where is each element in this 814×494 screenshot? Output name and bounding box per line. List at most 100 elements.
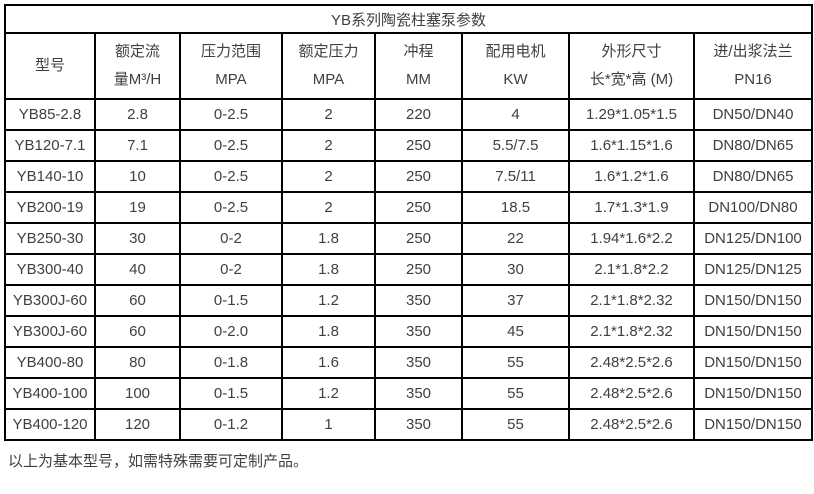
table-cell: 2.1*1.8*2.2: [568, 253, 695, 286]
column-header-8: 进/出浆法兰 PN16: [692, 32, 814, 100]
table-cell: DN80/DN65: [692, 129, 814, 162]
table-cell: DN150/DN150: [692, 377, 814, 410]
column-header-line1: 冲程: [403, 43, 434, 60]
pump-spec-table: YB系列陶瓷柱塞泵参数 型号 额定流 量M³/H 压力范围 MPA 额定压力 MPA 冲程 MM…: [3, 4, 814, 441]
table-cell: DN150/DN150: [692, 408, 814, 441]
table-cell: 22: [461, 222, 570, 255]
table-cell: 37: [461, 284, 570, 317]
table-cell: 0-2.5: [179, 129, 283, 162]
table-row: YB300-40 40 0-2 1.8 250 30 2.1*1.8*2.2 DN125/DN…: [4, 253, 814, 286]
column-header-4: 额定压力 MPA: [281, 32, 376, 100]
column-header-3: 压力范围 MPA: [179, 32, 283, 100]
table-cell: 120: [94, 408, 181, 441]
table-cell: 0-1.8: [179, 346, 283, 379]
table-cell: 60: [94, 284, 181, 317]
table-cell: 350: [374, 346, 463, 379]
table-cell: 350: [374, 315, 463, 348]
table-cell: 2.8: [94, 98, 181, 131]
column-header-line2: 量M³/H: [113, 71, 162, 88]
table-cell: 55: [461, 346, 570, 379]
table-row: YB85-2.8 2.8 0-2.5 2 220 4 1.29*1.05*1.5 DN50/D…: [4, 98, 814, 131]
table-cell: 45: [461, 315, 570, 348]
table-cell: 0-1.2: [179, 408, 283, 441]
table-cell: DN150/DN150: [692, 315, 814, 348]
table-row: YB140-10 10 0-2.5 2 250 7.5/11 1.6*1.2*1.6 DN80…: [4, 160, 814, 193]
table-cell: YB400-120: [4, 408, 96, 441]
table-cell: 2: [281, 160, 376, 193]
table-cell: 100: [94, 377, 181, 410]
table-cell: 1.7*1.3*1.9: [568, 191, 695, 224]
table-cell: 2.48*2.5*2.6: [568, 408, 695, 441]
column-header-line1: 配用电机: [485, 43, 546, 60]
table-cell: 0-2.0: [179, 315, 283, 348]
table-cell: YB140-10: [4, 160, 96, 193]
table-cell: DN150/DN150: [692, 346, 814, 379]
column-header-line2: 长*宽*高 (M): [589, 71, 674, 88]
table-cell: DN150/DN150: [692, 284, 814, 317]
table-cell: 1.8: [281, 222, 376, 255]
column-header-line2: MPA: [215, 71, 247, 88]
table-title: YB系列陶瓷柱塞泵参数: [3, 4, 814, 34]
table-cell: 2.1*1.8*2.32: [568, 284, 695, 317]
table-cell: 19: [94, 191, 181, 224]
table-cell: YB300J-60: [4, 284, 96, 317]
table-cell: 55: [461, 377, 570, 410]
column-header-6: 配用电机 KW: [461, 32, 570, 100]
table-cell: 2: [281, 98, 376, 131]
table-cell: YB85-2.8: [4, 98, 96, 131]
table-cell: 250: [374, 191, 463, 224]
table-row: YB120-7.1 7.1 0-2.5 2 250 5.5/7.5 1.6*1.15*1.6…: [4, 129, 814, 162]
table-cell: YB250-30: [4, 222, 96, 255]
table-cell: 1.6*1.2*1.6: [568, 160, 695, 193]
table-cell: 2: [281, 191, 376, 224]
table-cell: 5.5/7.5: [461, 129, 570, 162]
table-cell: 220: [374, 98, 463, 131]
table-cell: 30: [461, 253, 570, 286]
table-cell: 40: [94, 253, 181, 286]
column-header-line1: 额定压力: [298, 43, 359, 60]
table-cell: 1.94*1.6*2.2: [568, 222, 695, 255]
table-cell: YB300-40: [4, 253, 96, 286]
table-cell: 7.1: [94, 129, 181, 162]
table-cell: 30: [94, 222, 181, 255]
column-header-5: 冲程 MM: [374, 32, 463, 100]
table-row: YB250-30 30 0-2 1.8 250 22 1.94*1.6*2.2 DN125/D…: [4, 222, 814, 255]
column-header-line1: 外形尺寸: [601, 43, 662, 60]
table-row: YB300J-60 60 0-2.0 1.8 350 45 2.1*1.8*2.32 DN15…: [4, 315, 814, 348]
column-header-2: 额定流 量M³/H: [94, 32, 181, 100]
table-cell: 2: [281, 129, 376, 162]
table-row: YB400-100 100 0-1.5 1.2 350 55 2.48*2.5*2.6 DN1…: [4, 377, 814, 410]
table-cell: YB300J-60: [4, 315, 96, 348]
table-title-row: YB系列陶瓷柱塞泵参数: [3, 4, 814, 34]
table-cell: 0-2.5: [179, 160, 283, 193]
table-cell: 350: [374, 284, 463, 317]
table-row: YB400-120 120 0-1.2 1 350 55 2.48*2.5*2.6 DN150…: [4, 408, 814, 441]
table-cell: YB400-100: [4, 377, 96, 410]
table-cell: 2.1*1.8*2.32: [568, 315, 695, 348]
table-cell: 80: [94, 346, 181, 379]
table-cell: 1.8: [281, 253, 376, 286]
column-header-line2: KW: [503, 71, 528, 88]
table-cell: 60: [94, 315, 181, 348]
table-cell: 350: [374, 377, 463, 410]
footnote: 以上为基本型号，如需特殊需要可定制产品。: [8, 453, 309, 470]
table-cell: DN125/DN125: [692, 253, 814, 286]
table-cell: 1.2: [281, 377, 376, 410]
table-cell: DN80/DN65: [692, 160, 814, 193]
column-header-line2: MPA: [312, 71, 345, 88]
table-cell: 55: [461, 408, 570, 441]
table-cell: 7.5/11: [461, 160, 570, 193]
table-cell: 1.2: [281, 284, 376, 317]
table-cell: 250: [374, 222, 463, 255]
table-cell: YB120-7.1: [4, 129, 96, 162]
column-header-line1: 压力范围: [200, 43, 261, 60]
table-row: YB200-19 19 0-2.5 2 250 18.5 1.7*1.3*1.9 DN100/…: [4, 191, 814, 224]
table-cell: 0-2.5: [179, 98, 283, 131]
table-cell: 2.48*2.5*2.6: [568, 346, 695, 379]
table-cell: DN50/DN40: [692, 98, 814, 131]
table-row: YB300J-60 60 0-1.5 1.2 350 37 2.1*1.8*2.32 DN15…: [4, 284, 814, 317]
table-cell: 2.48*2.5*2.6: [568, 377, 695, 410]
table-cell: 250: [374, 129, 463, 162]
table-row: YB400-80 80 0-1.8 1.6 350 55 2.48*2.5*2.6 DN150…: [4, 346, 814, 379]
table-cell: 250: [374, 160, 463, 193]
